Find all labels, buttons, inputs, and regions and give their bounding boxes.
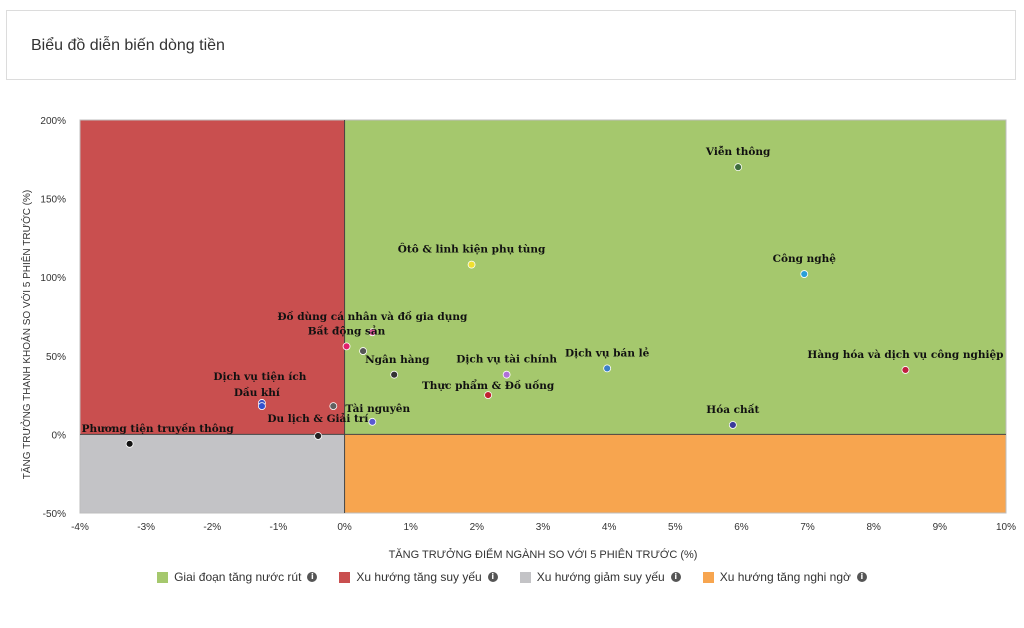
data-point	[728, 421, 737, 429]
chart-legend: Giai đoạn tăng nước rút i Xu hướng tăng …	[0, 570, 1024, 584]
x-tick-label: 8%	[866, 522, 881, 533]
data-point-label: Dịch vụ tiện ích	[213, 370, 306, 383]
x-tick-label: 4%	[602, 522, 617, 533]
quadrant-3	[344, 434, 1007, 513]
x-axis-label: TĂNG TRƯỞNG ĐIỂM NGÀNH SO VỚI 5 PHIÊN TR…	[389, 548, 698, 561]
data-point-label: Ngân hàng	[365, 354, 430, 366]
data-point	[342, 342, 351, 351]
data-point	[368, 417, 377, 426]
legend-label: Xu hướng giảm suy yếu	[536, 570, 665, 584]
x-tick-label: -3%	[137, 522, 155, 533]
page-title: Biểu đồ diễn biến dòng tiền	[31, 37, 225, 54]
quadrant-1	[80, 120, 345, 435]
quadrant-2	[80, 434, 345, 513]
data-point	[359, 347, 367, 355]
legend-swatch	[339, 571, 351, 583]
info-icon[interactable]: i	[856, 572, 867, 582]
x-tick-label: 6%	[734, 522, 749, 533]
data-point	[125, 439, 134, 448]
data-point-label: Hóa chất	[706, 403, 759, 416]
data-point-label: Bất động sản	[308, 324, 386, 337]
y-tick-label: 50%	[46, 352, 66, 363]
data-point-label: Phương tiện truyền thông	[82, 422, 235, 435]
x-tick-label: 0%	[337, 522, 352, 533]
legend-item-sprint[interactable]: Giai đoạn tăng nước rút i	[157, 570, 318, 584]
data-point-label: Tài nguyên	[345, 403, 410, 415]
data-point-label: Thực phẩm & Đồ uống	[422, 378, 555, 392]
chart-title-card: Biểu đồ diễn biến dòng tiền	[6, 10, 1016, 80]
x-tick-label: 3%	[536, 522, 551, 533]
data-point	[734, 163, 743, 172]
data-point	[603, 364, 612, 373]
data-point-label: Du lịch & Giải trí	[267, 412, 368, 425]
info-icon[interactable]: i	[670, 572, 681, 582]
legend-item-doubtful-uptrend[interactable]: Xu hướng tăng nghi ngờ i	[702, 570, 867, 584]
data-point	[314, 432, 323, 440]
legend-swatch	[157, 571, 169, 583]
data-point-label: Dịch vụ tài chính	[456, 354, 557, 366]
x-tick-label: 10%	[996, 522, 1016, 533]
data-point	[901, 366, 910, 374]
y-tick-label: 150%	[40, 195, 66, 206]
data-point	[390, 370, 399, 379]
legend-item-weakening-uptrend[interactable]: Xu hướng tăng suy yếu i	[339, 570, 498, 584]
y-tick-label: -50%	[43, 509, 66, 520]
data-point	[467, 260, 476, 269]
data-point	[257, 402, 266, 411]
data-point	[368, 328, 377, 337]
plot-border	[79, 119, 1007, 514]
info-icon[interactable]: i	[307, 572, 318, 582]
legend-swatch	[519, 571, 531, 583]
y-tick-label: 200%	[40, 116, 66, 127]
x-tick-label: 7%	[800, 522, 815, 533]
x-tick-label: -2%	[203, 522, 221, 533]
x-tick-label: 2%	[470, 522, 485, 533]
data-point-label: Ôtô & linh kiện phụ tùng	[398, 242, 546, 256]
x-tick-label: 9%	[933, 522, 948, 533]
info-icon[interactable]: i	[487, 572, 498, 582]
y-tick-label: 100%	[40, 273, 66, 284]
legend-label: Xu hướng tăng suy yếu	[356, 570, 482, 584]
legend-label: Xu hướng tăng nghi ngờ	[719, 570, 851, 584]
y-axis-label: TĂNG TRƯỞNG THANH KHOẢN SO VỚI 5 PHIÊN T…	[20, 190, 33, 480]
data-point	[484, 391, 493, 400]
data-point-label: Đồ dùng cá nhân và đồ gia dụng	[277, 310, 468, 323]
data-point	[800, 270, 809, 278]
data-point	[329, 402, 338, 411]
quadrant-0	[344, 120, 1007, 435]
x-tick-label: -4%	[71, 522, 89, 533]
legend-item-weakening-downtrend[interactable]: Xu hướng giảm suy yếu i	[519, 570, 681, 584]
legend-swatch	[702, 571, 714, 583]
legend-label: Giai đoạn tăng nước rút	[174, 570, 302, 584]
x-tick-label: 5%	[668, 522, 683, 533]
y-tick-label: 0%	[52, 430, 67, 441]
x-tick-label: -1%	[270, 522, 288, 533]
data-point	[502, 370, 511, 379]
data-point-label: Dịch vụ bán lẻ	[565, 346, 650, 359]
data-point-label: Viễn thông	[705, 144, 771, 158]
x-tick-label: 1%	[403, 522, 418, 533]
data-point-label: Dầu khí	[234, 386, 280, 399]
data-point-label: Công nghệ	[773, 252, 837, 265]
data-point-label: Hàng hóa và dịch vụ công nghiệp	[807, 348, 1003, 361]
